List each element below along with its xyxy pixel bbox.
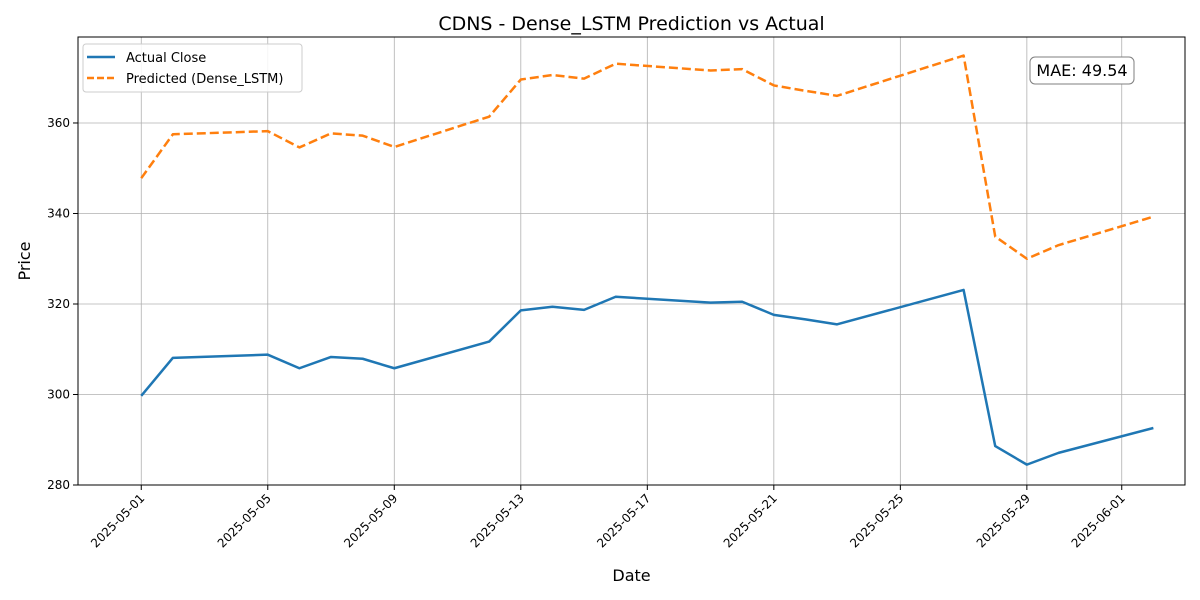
y-tick-label: 320 bbox=[47, 297, 70, 311]
grid bbox=[78, 37, 1185, 486]
y-axis-title: Price bbox=[15, 241, 34, 280]
mae-box bbox=[1029, 56, 1135, 85]
y-tick-label: 300 bbox=[47, 387, 70, 401]
predicted-line bbox=[140, 54, 1154, 260]
x-tick-label: 2025-05-21 bbox=[721, 491, 780, 550]
mae-annotation: MAE: 49.54 bbox=[1029, 56, 1135, 85]
legend-label-actual: Actual Close bbox=[126, 51, 206, 66]
legend-box bbox=[82, 43, 303, 93]
x-tick-label: 2025-05-05 bbox=[215, 491, 274, 550]
x-tick-label: 2025-05-01 bbox=[88, 491, 147, 550]
x-tick-label: 2025-05-09 bbox=[341, 491, 400, 550]
mae-label: MAE: 49.54 bbox=[1036, 61, 1127, 80]
y-tick-label: 280 bbox=[47, 478, 70, 492]
actual-close-line bbox=[140, 288, 1154, 466]
legend: Actual Close Predicted (Dense_LSTM) bbox=[82, 43, 303, 93]
plot-frame bbox=[77, 36, 1186, 486]
x-axis-title: Date bbox=[612, 566, 650, 585]
x-tick-label: 2025-05-13 bbox=[468, 491, 527, 550]
x-tick-label: 2025-06-01 bbox=[1069, 491, 1128, 550]
chart-title: CDNS - Dense_LSTM Prediction vs Actual bbox=[438, 13, 824, 35]
x-tick-label: 2025-05-25 bbox=[847, 491, 906, 550]
y-tick-label: 340 bbox=[47, 206, 70, 220]
y-tick-label: 360 bbox=[47, 116, 70, 130]
x-tick-label: 2025-05-17 bbox=[594, 491, 653, 550]
x-tick-label: 2025-05-29 bbox=[974, 491, 1033, 550]
legend-label-predicted: Predicted (Dense_LSTM) bbox=[126, 72, 283, 87]
series-lines bbox=[140, 54, 1154, 466]
